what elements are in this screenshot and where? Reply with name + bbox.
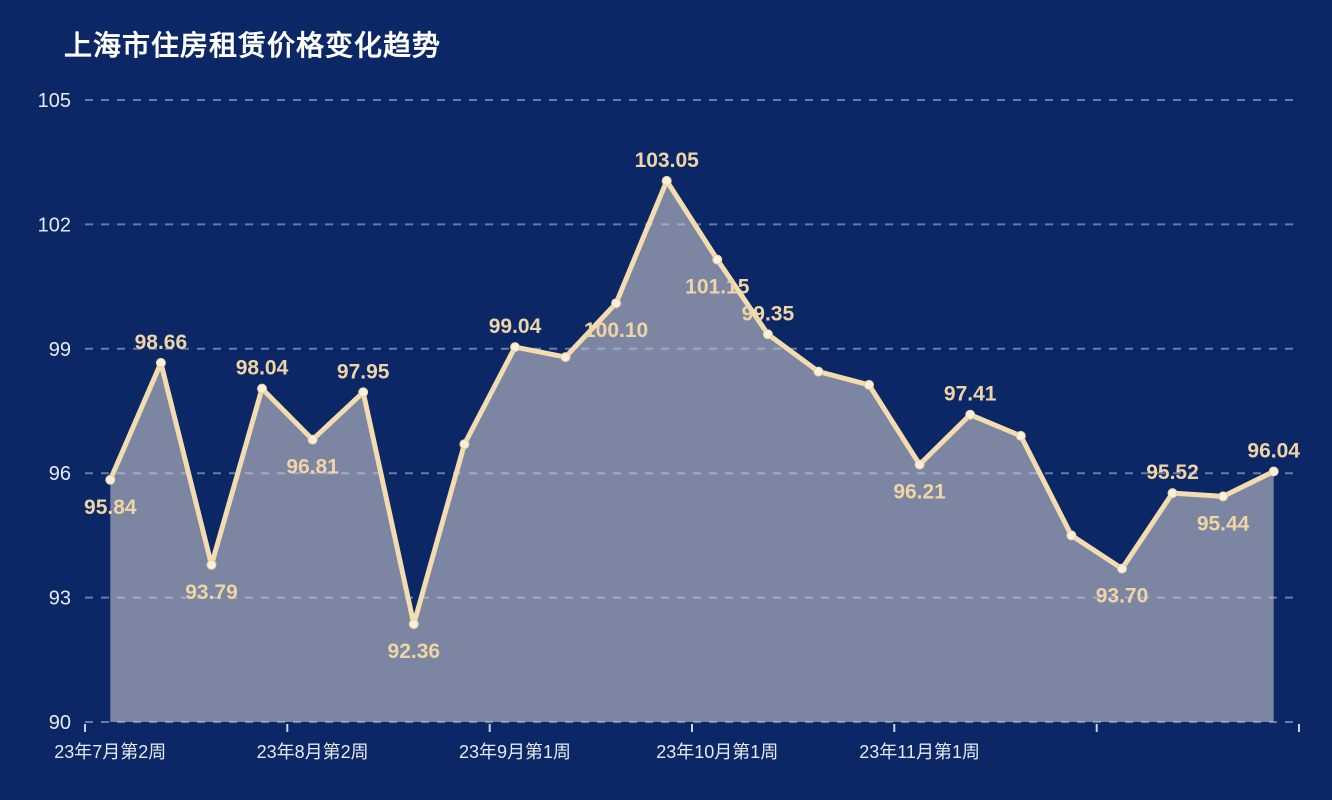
data-point[interactable]: [510, 342, 520, 353]
value-label: 96.81: [286, 456, 339, 479]
data-point[interactable]: [560, 352, 571, 363]
data-point[interactable]: [206, 559, 217, 570]
x-axis-label: 23年8月第2周: [257, 742, 369, 762]
data-point[interactable]: [1167, 488, 1178, 499]
value-label: 103.05: [635, 149, 700, 172]
value-label: 96.04: [1247, 440, 1300, 463]
data-point[interactable]: [105, 474, 116, 485]
y-axis-label: 93: [49, 588, 71, 610]
data-point[interactable]: [762, 329, 773, 340]
value-label: 95.52: [1146, 461, 1199, 484]
series-line: [107, 178, 1277, 627]
value-label: 100.10: [584, 319, 648, 342]
y-axis-label: 96: [49, 463, 71, 485]
y-axis-label: 99: [49, 339, 71, 361]
x-axis-label: 23年11月第1周: [859, 742, 980, 762]
value-label: 93.70: [1096, 585, 1149, 608]
data-point[interactable]: [864, 379, 874, 390]
value-label: 98.66: [135, 331, 188, 354]
value-label: 92.36: [388, 640, 441, 663]
x-axis-label: 23年7月第2周: [54, 742, 166, 762]
data-point[interactable]: [1117, 563, 1127, 574]
chart-title: 上海市住房租赁价格变化趋势: [64, 30, 442, 61]
data-point[interactable]: [1015, 430, 1026, 441]
value-label: 98.04: [236, 357, 289, 380]
data-point[interactable]: [1218, 491, 1229, 502]
value-label: 99.04: [489, 315, 542, 338]
data-point[interactable]: [155, 357, 166, 368]
data-point[interactable]: [661, 175, 672, 186]
value-label: 93.79: [185, 581, 238, 604]
data-point[interactable]: [813, 366, 824, 377]
value-label: 97.95: [337, 360, 390, 383]
value-label: 95.44: [1197, 512, 1250, 535]
data-point[interactable]: [307, 434, 318, 445]
y-axis-label: 105: [38, 90, 71, 112]
data-point[interactable]: [1066, 530, 1077, 541]
value-label: 95.84: [84, 496, 137, 519]
data-point[interactable]: [1268, 466, 1279, 477]
value-label: 96.21: [893, 481, 946, 504]
data-point[interactable]: [712, 254, 723, 265]
data-point[interactable]: [611, 298, 622, 309]
series-area: [110, 180, 1274, 722]
data-point[interactable]: [257, 383, 267, 394]
data-point[interactable]: [358, 387, 369, 398]
value-label: 101.15: [685, 276, 750, 299]
x-axis-label: 23年9月第1周: [459, 742, 571, 762]
y-axis-label: 102: [38, 214, 71, 236]
data-point[interactable]: [408, 619, 419, 630]
data-point[interactable]: [914, 459, 925, 470]
y-axis-label: 90: [49, 712, 71, 734]
x-axis-label: 23年10月第1周: [656, 742, 778, 762]
data-point[interactable]: [459, 439, 470, 450]
value-label: 99.35: [742, 302, 795, 325]
value-label: 97.41: [944, 383, 997, 406]
data-point[interactable]: [965, 409, 976, 420]
